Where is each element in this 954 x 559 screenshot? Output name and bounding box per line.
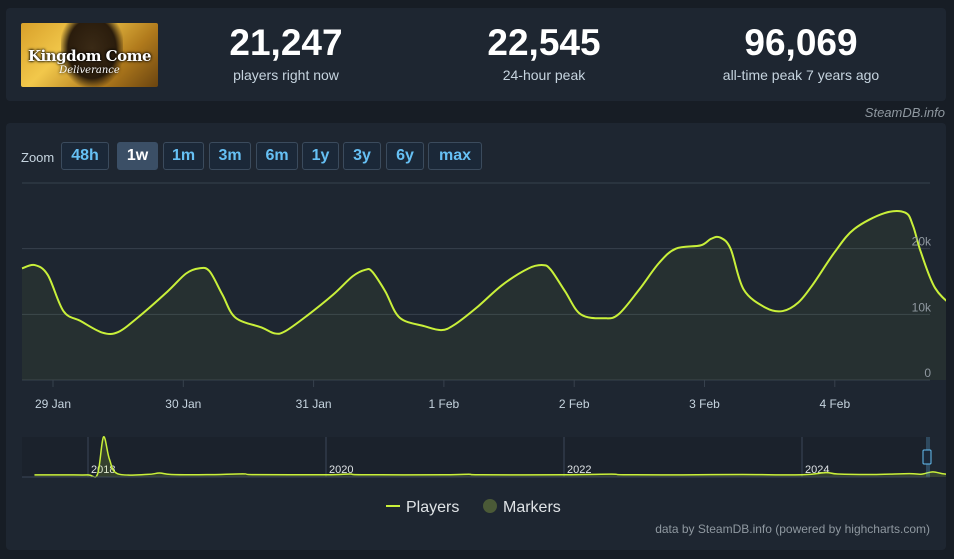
navigator-handle[interactable] [922,449,932,465]
zoom-label: Zoom [21,150,55,165]
navigator-chart: 2018202020222024 [22,436,946,478]
zoom-button-48h[interactable]: 48h [61,142,109,170]
all-time-peak-value: 96,069 [744,22,858,63]
current-players-value: 21,247 [229,22,343,63]
zoom-button-6m[interactable]: 6m [256,142,298,170]
logo-subtitle: Deliverance [59,65,120,76]
stat-24h-peak: 22,545 24-hour peak [444,22,644,84]
navigator-year-label: 2018 [91,464,115,476]
current-players-label: players right now [233,67,339,83]
legend-markers-swatch[interactable] [483,499,497,513]
peak-24h-label: 24-hour peak [502,67,586,83]
zoom-button-6y[interactable]: 6y [386,142,424,170]
logo-knight-figure [61,23,123,87]
y-axis-labels: 0 10k 20k [912,235,932,380]
y-tick-label: 10k [912,300,932,314]
players-series-line[interactable] [21,210,946,336]
chart-panel: Zoom 48h 1w 1m 3m 6m 1y 3y 6y max 0 10k 20… [6,123,946,550]
main-chart-line [21,210,946,336]
main-chart-grid [22,182,930,381]
x-axis-ticks: 29 Jan 30 Jan 31 Jan 1 Feb 2 Feb 3 Feb 4 Feb [35,380,850,411]
navigator-year-label: 2020 [329,464,353,476]
zoom-button-1y[interactable]: 1y [302,142,339,170]
zoom-button-1w[interactable]: 1w [117,142,158,170]
x-tick-label: 3 Feb [689,397,720,411]
zoom-button-max[interactable]: max [428,142,482,170]
logo-title: Kingdom Come [27,47,152,65]
main-chart-area-fill [22,211,946,380]
x-tick-label: 31 Jan [296,397,332,411]
x-tick-label: 4 Feb [819,397,850,411]
legend-players-label[interactable]: Players [406,499,459,516]
peak-24h-value: 22,545 [487,22,601,63]
steamdb-watermark[interactable]: SteamDB.info [864,105,945,120]
navigator-series-line [34,436,946,478]
all-time-peak-label: all-time peak 7 years ago [722,67,880,83]
zoom-button-3m[interactable]: 3m [209,142,251,170]
x-tick-label: 29 Jan [35,397,71,411]
stats-panel: Kingdom Come Deliverance 21,247 players … [6,8,946,101]
x-tick-label: 2 Feb [559,397,590,411]
chart-legend: Players Markers [386,499,561,516]
game-logo[interactable]: Kingdom Come Deliverance [21,23,158,87]
stat-current-players: 21,247 players right now [186,22,386,84]
navigator-year-label: 2022 [567,464,591,476]
player-count-chart[interactable]: 0 10k 20k 29 Jan 30 Jan 31 Jan 1 Feb 2 Feb 3 Fe… [6,123,946,550]
x-tick-label: 1 Feb [429,397,460,411]
stat-all-time-peak: 96,069 all-time peak 7 years ago [686,22,916,84]
y-tick-label: 0 [924,366,931,380]
legend-markers-label[interactable]: Markers [503,499,561,516]
chart-credit[interactable]: data by SteamDB.info (powered by highcha… [655,522,930,536]
zoom-button-3y[interactable]: 3y [343,142,381,170]
x-tick-label: 30 Jan [165,397,201,411]
players-area [22,211,946,380]
zoom-button-1m[interactable]: 1m [163,142,204,170]
y-tick-label: 20k [912,235,932,249]
navigator-background [22,437,930,477]
